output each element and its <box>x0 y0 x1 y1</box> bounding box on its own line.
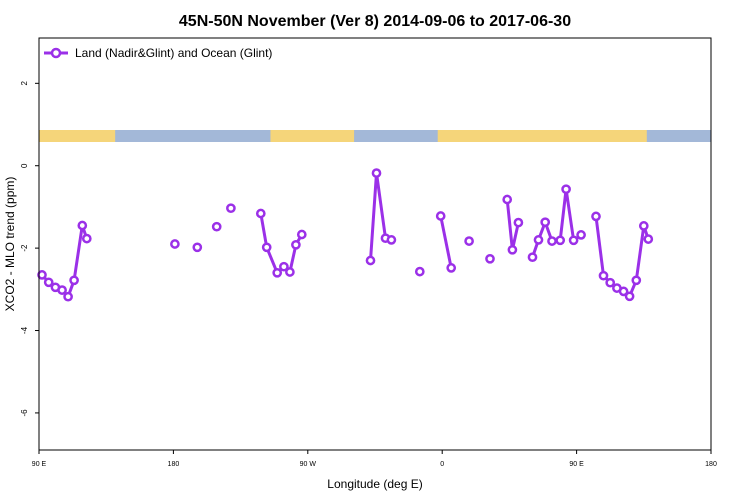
data-point <box>69 275 79 286</box>
legend: Land (Nadir&Glint) and Ocean (Glint) <box>44 46 272 60</box>
legend-marker <box>50 47 62 59</box>
data-point <box>507 244 518 255</box>
data-point <box>81 233 92 244</box>
y-tick-label: 0 <box>20 163 29 168</box>
data-point <box>591 211 601 222</box>
data-point <box>63 291 73 302</box>
data-point <box>464 236 474 246</box>
data-point <box>371 168 382 178</box>
data-point <box>638 221 649 231</box>
data-point <box>485 253 495 264</box>
data-point <box>643 234 654 244</box>
series-line <box>439 215 453 269</box>
x-tick-label: 0 <box>440 461 444 468</box>
data-point <box>43 277 54 288</box>
data-point <box>291 239 301 250</box>
data-point <box>255 208 266 219</box>
legend-label: Land (Nadir&Glint) and Ocean (Glint) <box>75 46 272 60</box>
x-axis-label: Longitude (deg E) <box>327 477 422 491</box>
data-point <box>446 263 457 273</box>
data-point <box>386 235 397 245</box>
y-axis-label: XCO2 - MLO trend (ppm) <box>3 177 17 312</box>
data-point <box>57 285 67 295</box>
data-point <box>624 291 635 302</box>
land-band-segment <box>39 130 116 142</box>
data-point <box>365 255 376 266</box>
data-point <box>296 229 307 240</box>
data-point <box>527 252 538 263</box>
data-point <box>279 261 289 272</box>
x-tick-label: 180 <box>168 461 180 468</box>
data-point <box>555 235 566 246</box>
x-tick-label: 90 E <box>32 461 47 468</box>
data-layer <box>37 168 654 302</box>
data-point <box>192 242 203 253</box>
data-point <box>513 217 524 228</box>
data-point <box>547 236 557 246</box>
data-point <box>540 217 551 228</box>
land-band-segment <box>437 130 647 142</box>
x-tick-label: 90 E <box>569 461 584 468</box>
data-point <box>226 203 236 214</box>
x-tick-label: 180 <box>705 461 717 468</box>
data-point <box>414 266 425 277</box>
plot-frame <box>38 37 712 451</box>
data-point <box>561 184 571 195</box>
data-point <box>533 235 544 245</box>
data-point <box>272 267 283 278</box>
data-point <box>37 270 47 280</box>
data-point <box>631 275 642 286</box>
y-tick-label: -4 <box>20 326 29 334</box>
data-point <box>605 277 616 288</box>
data-point <box>502 194 513 205</box>
data-point <box>576 230 586 240</box>
land-ocean-band <box>39 130 711 142</box>
data-point <box>285 267 295 277</box>
y-tick-label: -2 <box>20 244 29 252</box>
data-point <box>170 239 180 249</box>
y-tick-label: 2 <box>20 81 29 86</box>
data-point <box>598 270 609 281</box>
y-axis: -6 -4 -2 0 2 <box>20 81 39 417</box>
series-line <box>531 187 582 258</box>
chart-title: 45N-50N November (Ver 8) 2014-09-06 to 2… <box>179 13 571 30</box>
data-point <box>261 242 272 253</box>
data-point <box>77 220 88 231</box>
y-tick-label: -6 <box>20 409 29 417</box>
series-line <box>369 171 392 261</box>
x-tick-label: 90 W <box>300 461 317 468</box>
x-axis: 90 E 180 90 W 0 90 E 180 <box>32 450 717 468</box>
data-point <box>618 286 629 297</box>
land-band-segment <box>270 130 355 142</box>
data-point <box>211 221 222 232</box>
data-point <box>568 235 579 246</box>
data-point <box>435 211 446 221</box>
